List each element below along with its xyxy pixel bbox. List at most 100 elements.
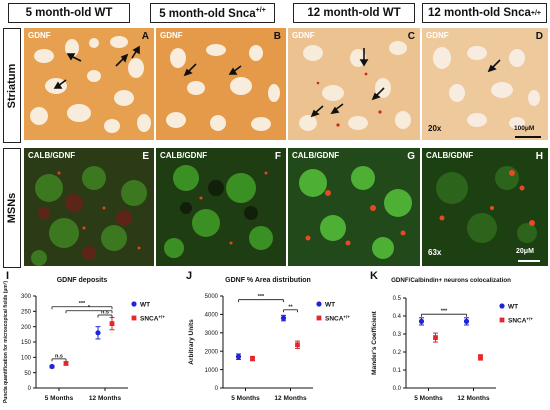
genotype-superscript: +/+ [530,9,541,17]
row-label-msns: MSNs [3,148,21,268]
data-point-wt [95,330,101,336]
header-5mo-wt: 5 month-old WT [8,3,130,23]
data-point-wt [463,318,470,324]
header-12mo-wt: 12 month-old WT [293,3,415,23]
y-tick-label: 3000 [205,331,219,337]
data-point-snca [63,361,69,366]
chart-title: GDNF % Area distribution [225,277,311,284]
micrograph-e: CALB/GDNF E [24,148,154,266]
y-tick-label: 250 [21,310,32,316]
y-tick-label: 50 [24,371,31,377]
legend-superscript: +/+ [343,314,350,319]
legend-marker-wt [131,301,137,307]
y-tick-label: 150 [21,340,32,346]
y-tick-label: 5000 [205,294,219,300]
sig-12mo-label: n.s [101,310,109,316]
panel-b-letter: B [273,31,281,42]
sig-12mo-label: ** [288,304,293,310]
legend-label: SNCA+/+ [508,316,533,325]
panel-a-label: GDNF [28,31,51,40]
data-point-wt [418,318,425,324]
micrograph-h-image [422,148,548,266]
panel-b-label: GDNF [160,31,183,40]
micrograph-h: CALB/GDNF H 63x 20μM [422,148,548,266]
panel-i-letter: I [6,270,10,282]
y-tick-label: 0 [28,386,32,392]
y-tick-label: 0.0 [393,386,402,392]
y-tick-label: 1000 [205,368,219,374]
x-tick-label: 5 Months [231,395,260,402]
chart-j-svg: GDNF % Area distribution 0 1000 2000 3000 400… [188,277,350,402]
micrograph-f: CALB/GDNF F [156,148,286,266]
panel-h-letter: H [535,151,543,162]
micrograph-c: GDNF C [288,28,420,140]
row-label-msns-text: MSNs [6,192,18,224]
chart-i: GDNF deposits 0 50 100 150 200 250 300 Puncta qu… [0,270,183,410]
legend-marker-snca [316,315,322,321]
panel-j-letter: J [186,270,193,282]
chart-k: GDNF/Calbindin+ neurons colocalization 0.… [366,270,550,410]
data-point-snca [295,342,300,348]
magnification-top: 20x [428,124,442,133]
panel-d-label: GDNF [426,31,449,40]
panel-e-letter: E [142,151,149,162]
panel-k-letter: K [370,270,378,282]
micrograph-a-image [24,28,154,140]
header-5mo-snca-text: 5 month-old Snca+/+ [159,6,266,20]
legend-label: WT [325,301,335,308]
y-axis-label: Puncta quantification for microscopical … [3,281,9,403]
panel-c-letter: C [407,31,415,42]
panel-d-letter: D [535,31,543,42]
chart-title: GDNF/Calbindin+ neurons colocalization [391,277,511,284]
micrograph-b: GDNF B [156,28,286,140]
chart-title: GDNF deposits [57,277,108,284]
data-point-wt [235,354,242,360]
legend-label: WT [140,301,150,308]
sig-wt-label: *** [258,294,265,300]
y-tick-label: 0.1 [393,368,402,374]
scalebar-top-bar [515,136,541,138]
y-axis-label: Arbitrary Units [188,319,195,365]
chart-i-svg: GDNF deposits 0 50 100 150 200 250 300 Puncta qu… [3,277,165,403]
panel-c-label: GDNF [292,31,315,40]
data-point-snca [478,355,483,360]
sig-snca-label: * [88,305,91,311]
y-tick-label: 100 [21,356,32,362]
micrograph-e-image [24,148,154,266]
genotype-superscript: +/+ [255,6,266,14]
micrograph-f-image [156,148,286,266]
legend-superscript: +/+ [158,314,165,319]
panel-f-letter: F [274,151,281,162]
y-tick-label: 300 [21,294,32,300]
sig-wide-label: *** [79,301,86,307]
y-tick-label: 0 [215,386,219,392]
micrograph-d-image [422,28,548,140]
x-tick-label: 12 Months [274,395,307,402]
legend-marker-wt [316,301,322,307]
row-label-striatum-text: Striatum [6,63,18,108]
y-tick-label: 0.5 [393,296,402,302]
header-12mo-snca: 12 month-old Snca +/+ [422,3,547,23]
x-tick-label: 12 Months [457,395,490,402]
legend-marker-snca [499,317,505,323]
chart-j: GDNF % Area distribution 0 1000 2000 3000 400… [183,270,366,410]
micrograph-g-image [288,148,420,266]
data-point-snca [109,321,115,326]
panel-f-label: CALB/GDNF [160,151,208,160]
panel-a-letter: A [141,31,149,42]
header-5mo-snca: 5 month-old Snca+/+ [150,3,275,23]
data-point-snca [433,335,438,340]
data-point-wt [49,363,55,370]
micrograph-b-image [156,28,286,140]
y-axis-label: Mander's Coefficient [371,310,378,375]
magnification-bottom: 63x [428,248,442,257]
legend-label: WT [508,303,518,310]
y-tick-label: 0.2 [393,350,402,356]
legend-marker-wt [499,303,505,309]
y-tick-label: 0.3 [393,332,402,338]
micrograph-a: GDNF A [24,28,154,140]
panel-g-letter: G [407,151,415,162]
scalebar-bottom-label: 20μM [516,248,534,255]
panel-e-label: CALB/GDNF [28,151,76,160]
micrograph-c-image [288,28,420,140]
